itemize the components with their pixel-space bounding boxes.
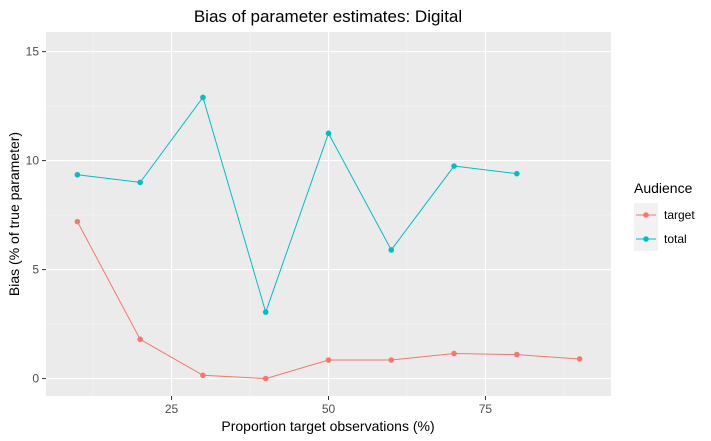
x-axis: 25 50 75 [165, 396, 493, 416]
data-point-total [325, 130, 332, 137]
x-tick-label: 50 [322, 402, 336, 416]
series-line-total [77, 96, 517, 314]
data-point-total [514, 170, 520, 177]
data-point-target [74, 218, 81, 225]
x-tick-label: 25 [165, 402, 179, 416]
chart-title: Bias of parameter estimates: Digital [194, 7, 462, 26]
data-point-total [74, 171, 81, 178]
series-points [74, 94, 583, 382]
x-tick-label: 75 [479, 402, 493, 416]
y-tick-label: 15 [26, 45, 40, 59]
legend-label-total: total [664, 232, 687, 246]
y-tick-label: 10 [26, 154, 40, 168]
data-point-total [137, 179, 143, 186]
data-point-target [325, 357, 332, 363]
y-axis: 0 5 10 15 [26, 45, 46, 386]
data-point-target [576, 356, 583, 362]
y-axis-title: Bias (% of true parameter) [6, 132, 22, 296]
legend-label-target: target [664, 208, 695, 222]
data-point-total [200, 94, 206, 101]
legend-key-point [643, 236, 649, 242]
legend-title: Audience [634, 180, 693, 196]
legend: Audience target total [634, 180, 695, 251]
data-point-total [388, 247, 395, 253]
data-point-target [137, 336, 143, 343]
data-point-total [262, 309, 269, 315]
data-point-target [388, 357, 395, 363]
legend-key-point [643, 212, 649, 218]
data-point-target [262, 375, 269, 382]
grid [46, 32, 611, 396]
y-tick-label: 0 [32, 372, 39, 386]
data-point-target [200, 372, 206, 379]
data-point-total [451, 163, 457, 169]
x-axis-title: Proportion target observations (%) [221, 418, 434, 434]
y-tick-label: 5 [32, 263, 39, 277]
data-point-target [451, 350, 457, 357]
data-point-target [514, 351, 520, 358]
